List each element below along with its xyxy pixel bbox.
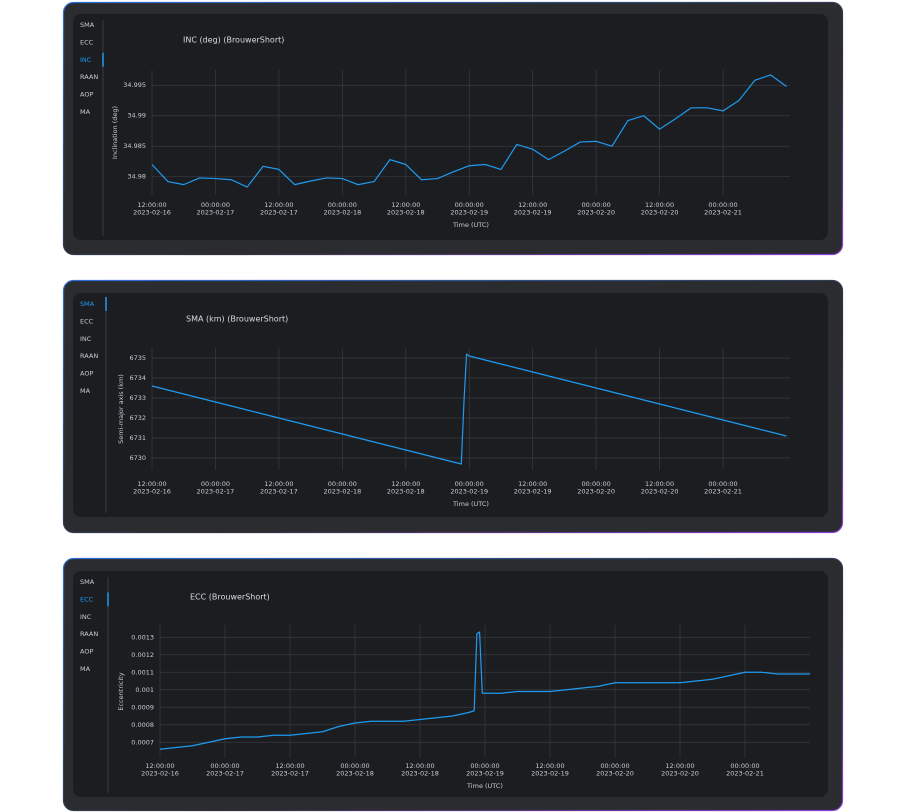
y-tick-label: 6735 bbox=[129, 354, 146, 362]
sidebar-tab[interactable]: MA bbox=[80, 665, 91, 673]
x-tick-label: 12:00:00 2023-02-18 bbox=[387, 201, 425, 217]
sidebar-tab[interactable]: AOP bbox=[80, 648, 93, 656]
x-tick-label: 00:00:00 2023-02-17 bbox=[197, 201, 235, 217]
y-tick-label: 34.99 bbox=[127, 112, 146, 120]
sidebar-tab[interactable]: MA bbox=[80, 387, 91, 395]
x-tick-label: 12:00:00 2023-02-19 bbox=[514, 201, 552, 217]
sidebar-tab[interactable]: INC bbox=[80, 613, 92, 621]
x-tick-label: 12:00:00 2023-02-19 bbox=[531, 762, 569, 778]
chart-title: SMA (km) (BrouwerShort) bbox=[186, 315, 288, 324]
x-axis-label: Time (UTC) bbox=[452, 500, 489, 508]
x-tick-label: 00:00:00 2023-02-21 bbox=[704, 201, 742, 217]
x-tick-label: 12:00:00 2023-02-20 bbox=[661, 762, 699, 778]
sidebar-tab[interactable]: ECC bbox=[80, 595, 94, 603]
x-tick-label: 00:00:00 2023-02-20 bbox=[596, 762, 634, 778]
x-tick-label: 12:00:00 2023-02-18 bbox=[387, 480, 425, 496]
x-tick-label: 00:00:00 2023-02-18 bbox=[323, 201, 361, 217]
x-tick-label: 00:00:00 2023-02-21 bbox=[704, 480, 742, 496]
y-tick-label: 0.001 bbox=[135, 686, 154, 694]
x-tick-label: 00:00:00 2023-02-18 bbox=[323, 480, 361, 496]
y-tick-label: 6734 bbox=[129, 374, 146, 382]
y-tick-label: 6732 bbox=[129, 414, 146, 422]
x-tick-label: 12:00:00 2023-02-16 bbox=[141, 762, 179, 778]
x-tick-label: 12:00:00 2023-02-17 bbox=[271, 762, 309, 778]
x-tick-label: 00:00:00 2023-02-20 bbox=[577, 480, 615, 496]
x-tick-label: 12:00:00 2023-02-18 bbox=[401, 762, 439, 778]
x-axis-label: Time (UTC) bbox=[452, 221, 489, 229]
sidebar-tab[interactable]: AOP bbox=[80, 370, 93, 378]
chart-title: ECC (BrouwerShort) bbox=[190, 593, 270, 602]
x-tick-label: 00:00:00 2023-02-20 bbox=[577, 201, 615, 217]
x-tick-label: 12:00:00 2023-02-19 bbox=[514, 480, 552, 496]
x-tick-label: 00:00:00 2023-02-19 bbox=[450, 201, 488, 217]
sidebar-tab[interactable]: ECC bbox=[80, 38, 94, 46]
sidebar-tab[interactable]: INC bbox=[80, 335, 92, 343]
y-tick-label: 34.98 bbox=[127, 173, 146, 181]
chart-title: INC (deg) (BrouwerShort) bbox=[183, 36, 284, 45]
x-tick-label: 12:00:00 2023-02-20 bbox=[641, 480, 679, 496]
y-tick-label: 0.0013 bbox=[131, 633, 154, 641]
sidebar-tab[interactable]: RAAN bbox=[80, 352, 98, 360]
panel: SMA ECC INC RAAN AOP MA ECC (BrouwerShort) 0.00… bbox=[62, 557, 844, 812]
sidebar-tab[interactable]: SMA bbox=[80, 300, 95, 308]
x-tick-label: 00:00:00 2023-02-18 bbox=[336, 762, 374, 778]
x-tick-label: 00:00:00 2023-02-19 bbox=[450, 480, 488, 496]
x-tick-label: 12:00:00 2023-02-17 bbox=[260, 480, 298, 496]
y-axis-label: Eccentricity bbox=[117, 672, 125, 710]
x-tick-label: 00:00:00 2023-02-17 bbox=[206, 762, 244, 778]
x-tick-label: 00:00:00 2023-02-19 bbox=[466, 762, 504, 778]
panel-card bbox=[73, 14, 828, 240]
panel: SMA ECC INC RAAN AOP MA INC (deg) (BrouwerShor… bbox=[62, 1, 844, 256]
sidebar-tab[interactable]: AOP bbox=[80, 91, 93, 99]
y-tick-label: 6730 bbox=[129, 454, 146, 462]
y-tick-label: 0.0012 bbox=[131, 651, 154, 659]
data-line bbox=[151, 353, 787, 465]
sidebar-tab[interactable]: INC bbox=[80, 56, 92, 64]
y-tick-label: 0.0011 bbox=[131, 668, 154, 676]
x-tick-label: 00:00:00 2023-02-21 bbox=[726, 762, 764, 778]
x-tick-label: 12:00:00 2023-02-17 bbox=[260, 201, 298, 217]
y-tick-label: 6733 bbox=[129, 394, 146, 402]
y-tick-label: 0.0008 bbox=[131, 721, 154, 729]
panel-card bbox=[73, 293, 828, 517]
sidebar-tab[interactable]: SMA bbox=[80, 578, 95, 586]
y-tick-label: 0.0007 bbox=[131, 738, 154, 746]
sidebar-tab[interactable]: RAAN bbox=[80, 630, 98, 638]
data-line bbox=[151, 74, 787, 188]
y-tick-label: 34.985 bbox=[123, 142, 146, 150]
panel: SMA ECC INC RAAN AOP MA SMA (km) (BrouwerShort… bbox=[62, 279, 844, 534]
data-line bbox=[159, 631, 810, 750]
x-axis-label: Time (UTC) bbox=[466, 782, 503, 790]
sidebar-tab[interactable]: RAAN bbox=[80, 73, 98, 81]
x-tick-label: 00:00:00 2023-02-17 bbox=[197, 480, 235, 496]
sidebar-tab[interactable]: MA bbox=[80, 108, 91, 116]
x-tick-label: 12:00:00 2023-02-20 bbox=[641, 201, 679, 217]
x-tick-label: 12:00:00 2023-02-16 bbox=[133, 480, 171, 496]
sidebar-tab[interactable]: ECC bbox=[80, 317, 94, 325]
y-tick-label: 34.995 bbox=[123, 81, 146, 89]
y-tick-label: 6731 bbox=[129, 434, 146, 442]
panel-card bbox=[73, 571, 828, 797]
sidebar-tab[interactable]: SMA bbox=[80, 21, 95, 29]
y-tick-label: 0.0009 bbox=[131, 703, 154, 711]
x-tick-label: 12:00:00 2023-02-16 bbox=[133, 201, 171, 217]
y-axis-label: Semi-major axis (km) bbox=[117, 374, 125, 444]
y-axis-label: Inclination (deg) bbox=[111, 106, 119, 159]
